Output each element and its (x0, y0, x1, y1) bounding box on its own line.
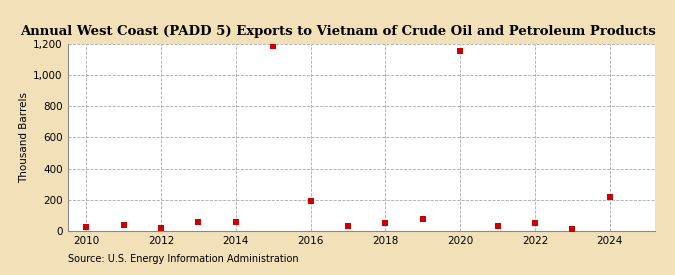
Point (530, 221, 541, 226)
Text: Source: U.S. Energy Information Administration: Source: U.S. Energy Information Administ… (68, 254, 298, 264)
Point (268, 43, 279, 48)
Point (417, 216, 428, 221)
Text: Annual West Coast (PADD 5) Exports to Vietnam of Crude Oil and Petroleum Product: Annual West Coast (PADD 5) Exports to Vi… (20, 25, 655, 38)
Point (343, 223, 354, 228)
Point (605, 195, 616, 200)
Point (81, 225, 92, 229)
Point (118, 222, 129, 227)
Point (567, 227, 578, 231)
Point (156, 226, 167, 230)
Y-axis label: Thousand Barrels: Thousand Barrels (19, 92, 29, 183)
Point (380, 221, 391, 226)
Point (305, 198, 316, 203)
Point (230, 220, 241, 225)
Point (455, 49, 466, 53)
Point (492, 224, 503, 229)
Point (193, 220, 204, 225)
